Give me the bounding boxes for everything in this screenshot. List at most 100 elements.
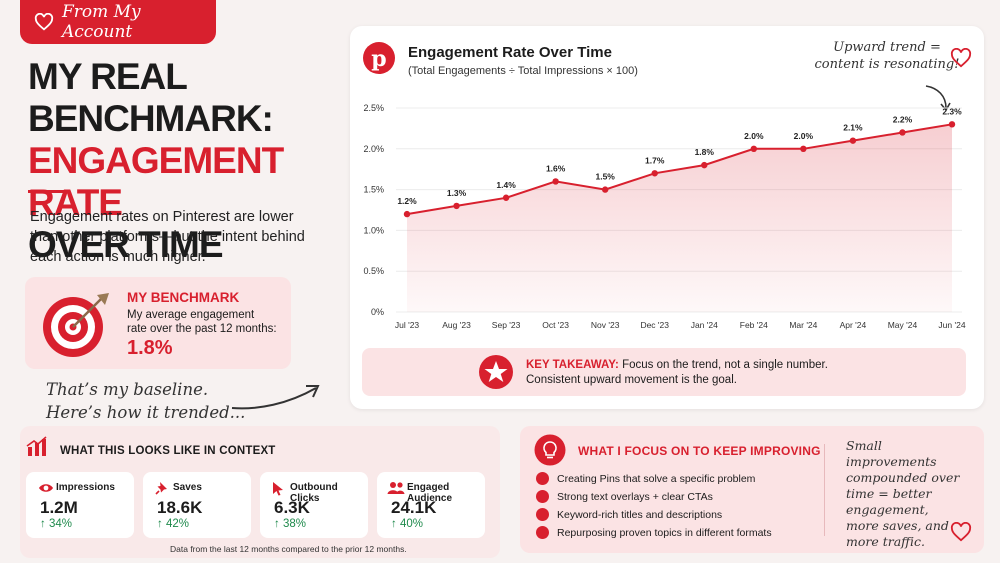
x-tick-label: Feb '24 <box>740 320 768 330</box>
headline-line-3: OVER TIME <box>28 224 224 265</box>
benchmark-value: 1.8% <box>127 337 173 359</box>
focus-item-text: Repurposing proven topics in different f… <box>557 526 772 539</box>
data-point <box>750 145 758 152</box>
data-point <box>701 161 708 169</box>
x-tick-label: Jul '23 <box>395 320 420 330</box>
upward-trend-note-line-1: Upward trend = <box>833 40 941 55</box>
data-point <box>552 178 559 185</box>
metric-label: Impressions <box>56 482 115 493</box>
engagement-line-chart: 0% 0.5% 1.0% 1.5% 2.0% 2.5% 1.2% 1.3% 1.4% 1.6% 1… <box>363 103 965 330</box>
data-label: 2.0% <box>744 131 764 141</box>
data-label: 1.2% <box>397 196 417 206</box>
key-takeaway-box: KEY TAKEAWAY: Focus on the trend, not a … <box>362 348 966 396</box>
focus-item: Strong text overlays + clear CTAs <box>536 490 713 503</box>
check-icon <box>536 508 549 521</box>
focus-item-text: Strong text overlays + clear CTAs <box>557 490 713 503</box>
baseline-note: That’s my baseline. Here’s how it trende… <box>46 378 245 424</box>
bar-chart-icon <box>26 436 47 456</box>
y-tick-label: 1.0% <box>363 225 384 235</box>
series-line <box>406 123 953 216</box>
users-icon <box>387 482 405 494</box>
improvements-note: Small improvements compounded over time … <box>846 438 976 550</box>
check-icon <box>536 490 549 503</box>
x-tick-label: Nov '23 <box>591 320 620 330</box>
page-headline: MY REAL BENCHMARK: ENGAGEMENT RATE OVER … <box>28 56 328 266</box>
takeaway-label: KEY TAKEAWAY: <box>526 359 619 371</box>
y-tick-label: 0.5% <box>363 266 384 276</box>
headline-line-1: MY REAL BENCHMARK: <box>28 56 274 139</box>
focus-item: Repurposing proven topics in different f… <box>536 526 772 539</box>
lightbulb-icon <box>534 434 566 466</box>
takeaway-text-1: Focus on the trend, not a single number. <box>622 359 828 371</box>
headline-line-2: ENGAGEMENT RATE <box>28 140 284 223</box>
metric-change: ↑ 40% <box>391 518 423 530</box>
metric-change: ↑ 38% <box>274 518 306 530</box>
data-point <box>948 121 956 128</box>
upward-trend-note: Upward trend = content is resonating! <box>812 39 962 73</box>
benchmark-title: MY BENCHMARK <box>127 290 240 305</box>
metric-change: ↑ 34% <box>40 518 72 530</box>
data-label: 1.3% <box>447 188 467 198</box>
metric-card-impressions: Impressions 1.2M ↑ 34% <box>26 472 134 538</box>
metric-label: Engaged Audience <box>407 482 453 504</box>
note-line: compounded over <box>846 470 960 485</box>
baseline-note-line-1: That’s my baseline. <box>46 380 209 399</box>
from-my-account-tag: From My Account <box>20 0 216 44</box>
focus-item: Creating Pins that solve a specific prob… <box>536 472 755 485</box>
focus-divider <box>824 444 825 536</box>
takeaway-text: KEY TAKEAWAY: Focus on the trend, not a … <box>526 358 946 388</box>
intro-text: Engagement rates on Pinterest are lower … <box>30 209 305 265</box>
data-label: 1.6% <box>546 163 566 173</box>
note-line: more saves, and <box>846 518 949 533</box>
data-label: 2.1% <box>843 123 863 133</box>
takeaway-text-2: Consistent upward movement is the goal. <box>526 374 737 386</box>
area-fill <box>407 124 952 312</box>
svg-text:p: p <box>371 46 386 72</box>
tag-label: From My Account <box>61 2 141 42</box>
x-tick-label: Jan '24 <box>691 320 718 330</box>
x-tick-label: Oct '23 <box>542 320 569 330</box>
y-tick-label: 2.5% <box>363 103 384 113</box>
data-label: 1.8% <box>695 147 715 157</box>
target-icon <box>43 293 109 357</box>
data-point <box>899 129 906 136</box>
y-tick-label: 0% <box>371 307 384 317</box>
focus-item: Keyword-rich titles and descriptions <box>536 508 722 521</box>
data-point <box>502 194 510 201</box>
focus-item-text: Keyword-rich titles and descriptions <box>557 508 723 521</box>
curved-arrow-icon <box>231 385 320 410</box>
y-tick-label: 1.5% <box>363 185 384 195</box>
data-point <box>800 145 807 152</box>
metric-value: 6.3K <box>274 498 310 517</box>
heart-icon <box>34 13 54 31</box>
data-label: 1.4% <box>496 180 516 190</box>
cursor-icon <box>273 482 283 496</box>
metric-label: Outbound Clicks <box>290 482 338 504</box>
headline-divider <box>28 190 70 193</box>
data-point <box>849 137 857 144</box>
focus-item-text: Creating Pins that solve a specific prob… <box>557 472 756 485</box>
star-badge-icon <box>479 355 513 389</box>
pin-icon <box>155 482 167 495</box>
baseline-note-line-2: Here’s how it trended... <box>46 403 246 422</box>
data-point <box>601 186 609 193</box>
check-icon <box>536 472 549 485</box>
metric-change: ↑ 42% <box>157 518 189 530</box>
pinterest-logo-icon: p <box>363 42 395 74</box>
metric-value: 1.2M <box>40 498 78 517</box>
x-tick-label: Jun '24 <box>938 320 965 330</box>
check-icon <box>536 526 549 539</box>
chart-subtitle: (Total Engagements ÷ Total Impressions ×… <box>408 65 638 77</box>
metric-card-outbound-clicks: Outbound Clicks 6.3K ↑ 38% <box>260 472 368 538</box>
x-tick-label: Aug '23 <box>442 320 471 330</box>
note-line: Small improvements <box>846 438 937 469</box>
chart-card: p Engagement Rate Over Time (Total Engag… <box>350 26 984 409</box>
x-tick-label: Mar '24 <box>789 320 817 330</box>
metric-value: 24.1K <box>391 498 437 517</box>
note-line: time = better <box>846 486 932 501</box>
data-point <box>403 210 411 218</box>
data-label: 2.0% <box>794 131 814 141</box>
context-footnote: Data from the last 12 months compared to… <box>170 544 407 554</box>
x-tick-label: Sep '23 <box>492 320 521 330</box>
x-tick-label: Apr '24 <box>840 320 867 330</box>
